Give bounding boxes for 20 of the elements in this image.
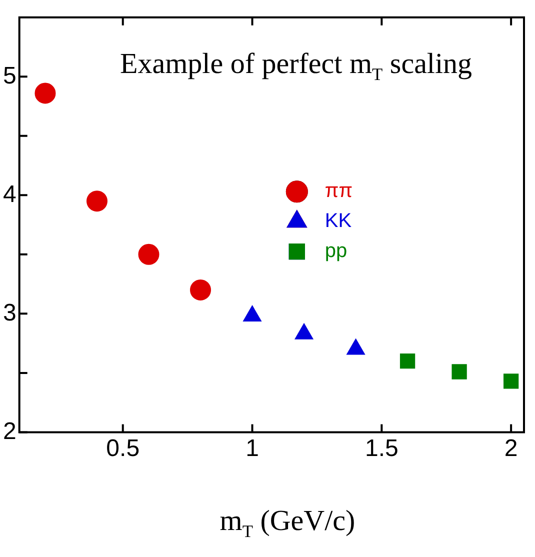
x-tick-label: 1 xyxy=(246,435,259,462)
text: Example of perfect m$_{T}$ scaling xyxy=(120,48,472,85)
y-tick-label: 4 xyxy=(2,180,16,208)
y-tick-label: 5 xyxy=(2,62,16,90)
legend-label: pp xyxy=(324,240,348,262)
legend-label: KK xyxy=(324,210,352,232)
y-tick-label: 3 xyxy=(2,299,16,326)
point xyxy=(452,364,467,380)
point xyxy=(86,190,108,212)
x-tick-label: 0.5 xyxy=(106,435,140,462)
point xyxy=(400,354,416,369)
x-tick-label: 2 xyxy=(504,435,518,462)
legend-label: ππ xyxy=(324,180,353,202)
y-tick-label: 2 xyxy=(2,418,16,445)
x-axis-title: m$_{T}$ (GeV/c) xyxy=(218,505,356,542)
point xyxy=(34,82,56,104)
point xyxy=(138,244,160,265)
x-tick-label: 1.5 xyxy=(364,435,398,462)
point xyxy=(503,374,519,389)
point xyxy=(190,279,212,300)
